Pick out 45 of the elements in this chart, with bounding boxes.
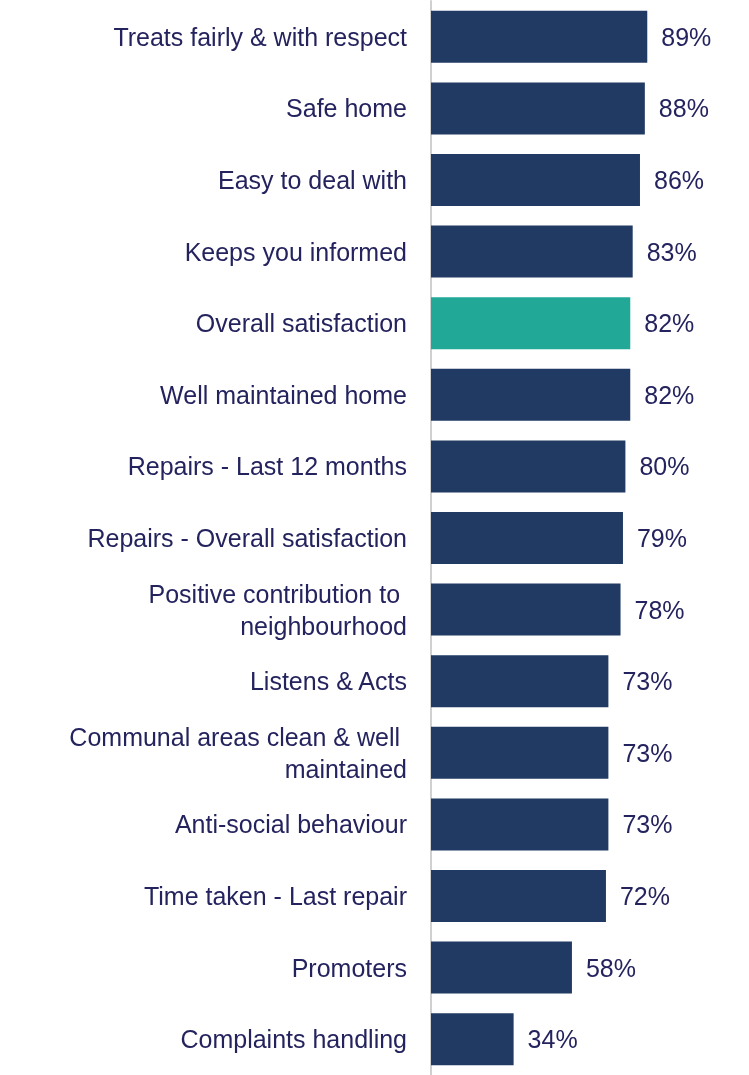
bar <box>431 154 640 206</box>
y-tick-label: Treats fairly & with respect <box>113 22 408 51</box>
data-label: 86% <box>653 166 705 194</box>
data-label: 80% <box>639 452 690 481</box>
y-tick-label: Overall satisfaction <box>195 309 407 338</box>
bar <box>431 368 631 421</box>
y-tick-label: Repairs - Overall satisfaction <box>87 524 407 552</box>
data-label: 73% <box>622 667 673 696</box>
bar <box>431 726 609 779</box>
bar <box>431 870 606 922</box>
data-label: 73% <box>622 810 673 839</box>
data-label: 89% <box>661 22 712 51</box>
data-label: 34% <box>527 1025 578 1054</box>
y-tick-label: Communal areas clean & well maintained <box>69 722 407 783</box>
y-tick-label: Anti-social behaviour <box>174 810 407 839</box>
data-label: 88% <box>658 94 709 123</box>
bar <box>431 225 633 278</box>
y-tick-label: Promoters <box>291 953 407 982</box>
bar <box>431 10 648 63</box>
y-tick-label: Repairs - Last 12 months <box>127 452 407 481</box>
y-tick-label: Listens & Acts <box>249 667 407 696</box>
data-label: 83% <box>646 237 697 266</box>
y-tick-label: Well maintained home <box>160 380 407 409</box>
y-tick-label: Safe home <box>286 94 407 123</box>
data-label: 58% <box>585 953 636 982</box>
data-label: 72% <box>619 882 671 910</box>
bar <box>431 655 609 708</box>
y-tick-label: Time taken - Last repair <box>143 882 407 910</box>
y-tick-label: Complaints handling <box>180 1025 407 1054</box>
bar <box>431 512 623 564</box>
y-tick-label: Keeps you informed <box>184 237 407 266</box>
bar <box>431 440 626 493</box>
bar <box>431 798 609 851</box>
bar <box>431 297 631 350</box>
data-label: 82% <box>644 309 695 338</box>
bar <box>431 583 621 636</box>
bar <box>431 82 645 135</box>
data-label: 73% <box>622 738 673 767</box>
data-label: 78% <box>634 595 685 624</box>
data-label: 79% <box>636 524 688 552</box>
y-tick-label: Easy to deal with <box>218 166 407 194</box>
y-tick-label: Positive contribution to neighbourhood <box>148 579 407 640</box>
bar <box>431 1013 514 1066</box>
data-label: 82% <box>644 380 695 409</box>
bar <box>431 941 572 994</box>
